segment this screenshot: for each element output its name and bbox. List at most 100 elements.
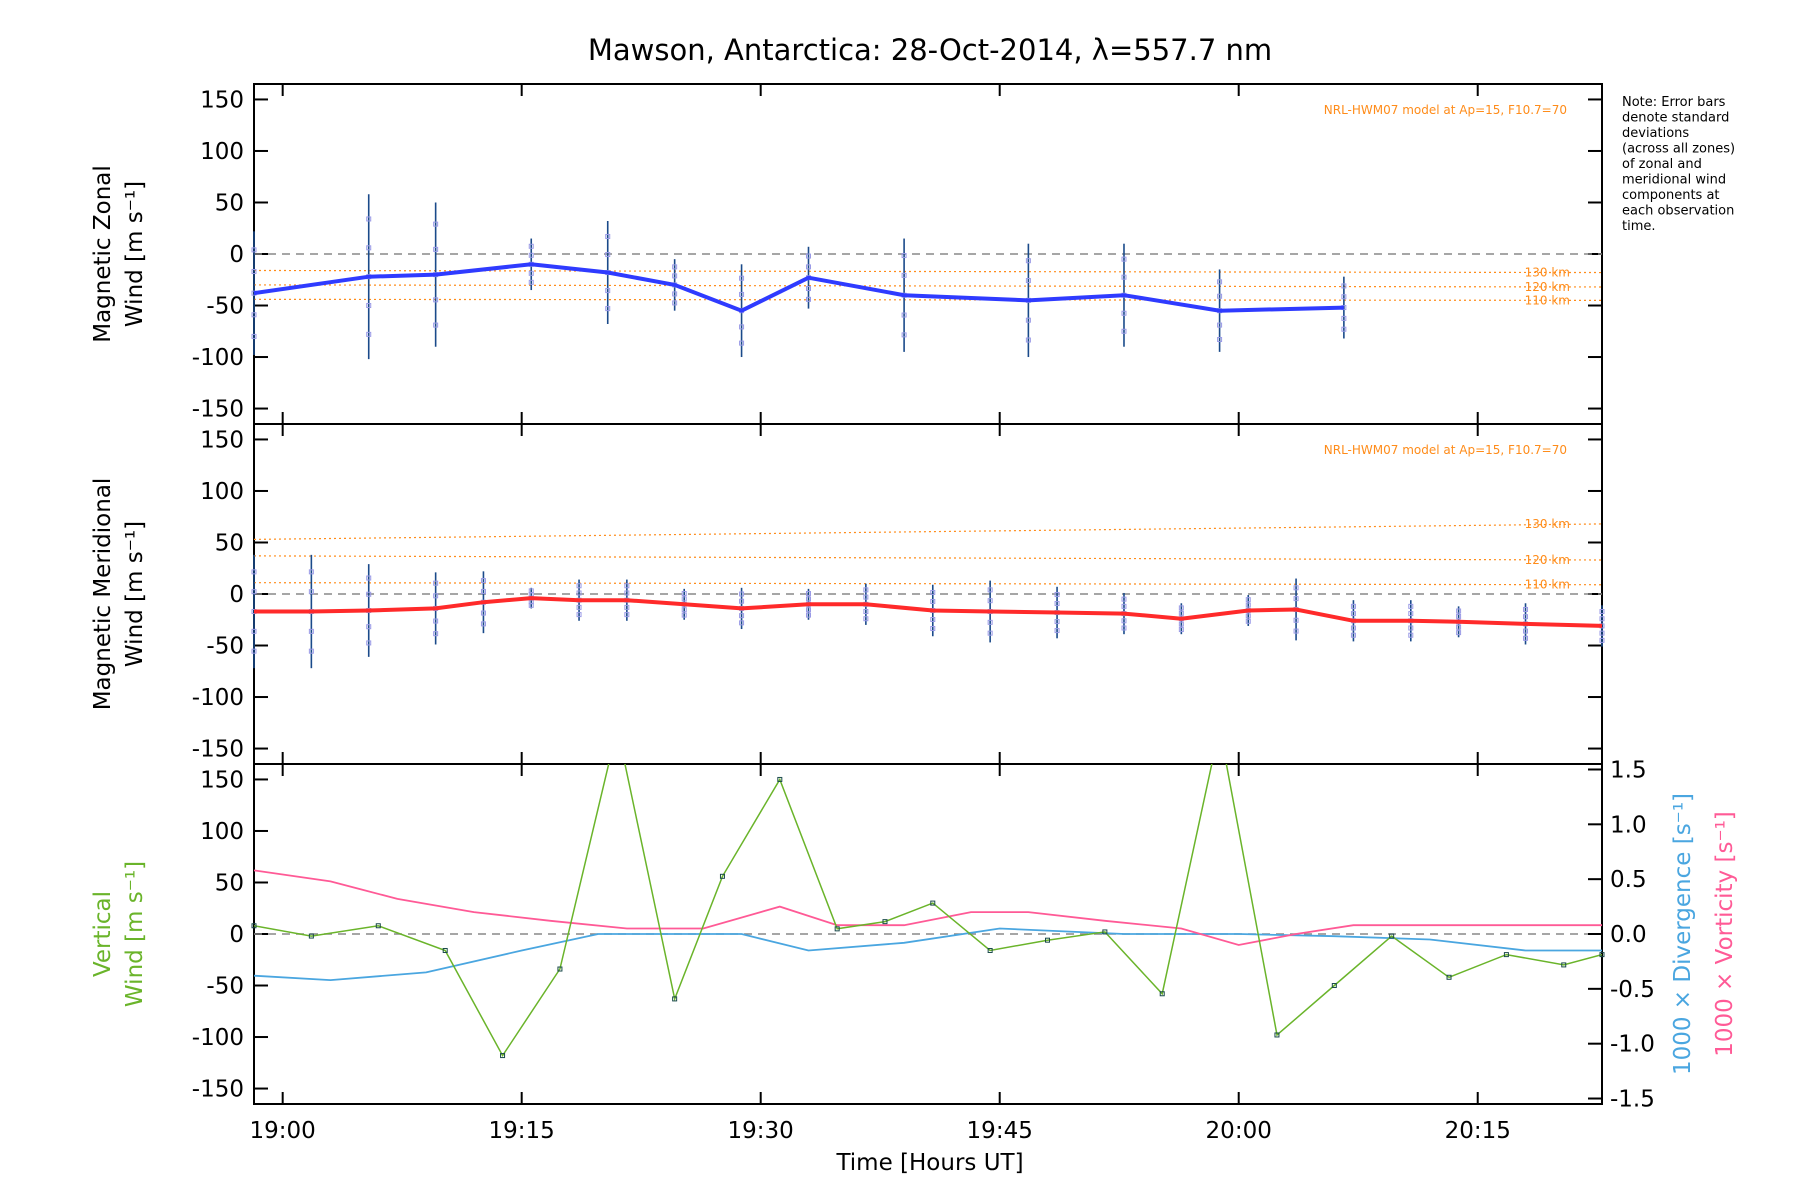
scatter-point (739, 591, 745, 597)
scatter-point (1025, 317, 1031, 323)
vertical-wind-line (254, 764, 1602, 1058)
x-axis-label: Time [Hours UT] (835, 1150, 1023, 1176)
note-line: each observation (1622, 204, 1734, 219)
scatter-point (605, 306, 611, 312)
x-tick-label: 19:45 (967, 1118, 1033, 1144)
y2-tick-label: -1.0 (1610, 1032, 1655, 1058)
x-tick-label: 19:30 (728, 1118, 794, 1144)
scatter-point (1054, 592, 1060, 598)
scatter-point (576, 604, 582, 610)
scatter-point (366, 575, 372, 581)
scatter-point (528, 588, 534, 594)
vertical-point (251, 923, 257, 929)
scatter-point (576, 583, 582, 589)
scatter-point (1121, 603, 1127, 609)
y-axis-label: Magnetic Meridional (90, 478, 116, 711)
scatter-point (366, 591, 372, 597)
scatter-point (1054, 601, 1060, 607)
note-line: of zonal and (1622, 157, 1702, 172)
y-tick-label: -50 (206, 634, 244, 660)
vertical-point (672, 996, 678, 1002)
scatter-point (1456, 613, 1462, 619)
scatter-point (251, 333, 257, 339)
vertical-point (1102, 929, 1108, 935)
scatter-point (987, 630, 993, 636)
scatter-point (739, 340, 745, 346)
scatter-point (739, 275, 745, 281)
x-tick-label: 19:00 (250, 1118, 316, 1144)
x-axis: 19:00 19:15 19:30 19:45 20:00 20:15 (250, 84, 1511, 1144)
scatter-point (433, 322, 439, 328)
zonal-panel: -150 -100 -50 0 50 100 150 Magnetic Zonal Wind [… (90, 87, 1603, 423)
scatter-point (1293, 596, 1299, 602)
vertical-point (987, 947, 993, 953)
scatter-point (1523, 606, 1529, 612)
scatter-point (605, 233, 611, 239)
scatter-point (1178, 610, 1184, 616)
scatter-point (1523, 635, 1529, 641)
scatter-point (1293, 585, 1299, 591)
y-tick-label: 0 (229, 582, 244, 608)
note-line: denote standard (1622, 111, 1729, 126)
scatter-point (528, 243, 534, 249)
scatter-point (605, 288, 611, 294)
y-axis-label: Wind [m s⁻¹] (122, 521, 148, 667)
scatter-point (805, 596, 811, 602)
y2-tick-label: 1.0 (1610, 812, 1647, 838)
model-line-label: 130 km (1525, 266, 1570, 280)
scatter-point (251, 312, 257, 318)
scatter-point (739, 324, 745, 330)
vertical-panel: -150 -100 -50 0 50 100 150 Vertical Wind [m s⁻¹]… (90, 757, 1738, 1113)
y-tick-label: -150 (192, 397, 244, 423)
scatter-point (1350, 603, 1356, 609)
scatter-point (1217, 337, 1223, 343)
scatter-point (863, 594, 869, 600)
y-tick-label: -100 (192, 1025, 244, 1051)
scatter-point (930, 589, 936, 595)
note-line: components at (1622, 188, 1720, 203)
scatter-point (1341, 283, 1347, 289)
y-tick-label: 0 (229, 242, 244, 268)
scatter-point (987, 587, 993, 593)
scatter-point (1121, 618, 1127, 624)
x-tick-label: 20:00 (1206, 1118, 1272, 1144)
y-tick-label: 50 (215, 530, 244, 556)
scatter-point (672, 300, 678, 306)
scatter-point (901, 253, 907, 259)
scatter-point (1178, 621, 1184, 627)
scatter-point (433, 221, 439, 227)
scatter-point (1121, 625, 1127, 631)
scatter-point (251, 569, 257, 575)
vertical-point (1274, 1032, 1280, 1038)
scatter-point (1350, 611, 1356, 617)
scatter-point (366, 640, 372, 646)
zonal-wind-line (253, 262, 1344, 313)
vertical-point (834, 926, 840, 932)
scatter-point (1599, 616, 1605, 622)
scatter-point (308, 628, 314, 634)
scatter-point (433, 593, 439, 599)
scatter-point (672, 291, 678, 297)
meridional-panel: -150 -100 -50 0 50 100 150 Magnetic Meridional W… (90, 427, 1605, 763)
scatter-point (863, 587, 869, 593)
scatter-point (1245, 618, 1251, 624)
vertical-point (1503, 952, 1509, 958)
scatter-point (605, 252, 611, 258)
model-line-label: 110 km (1525, 578, 1570, 592)
scatter-point (1408, 611, 1414, 617)
scatter-point (987, 619, 993, 625)
scatter-point (1408, 625, 1414, 631)
scatter-point (366, 331, 372, 337)
y2-tick-label: -1.5 (1610, 1087, 1655, 1113)
scatter-point (308, 569, 314, 575)
scatter-point (528, 270, 534, 276)
y-tick-label: 100 (200, 819, 244, 845)
y-tick-label: 50 (215, 870, 244, 896)
scatter-point (805, 607, 811, 613)
scatter-point (251, 589, 257, 595)
vertical-point (777, 776, 783, 782)
scatter-point (433, 297, 439, 303)
scatter-point (681, 596, 687, 602)
vertical-point (442, 947, 448, 953)
